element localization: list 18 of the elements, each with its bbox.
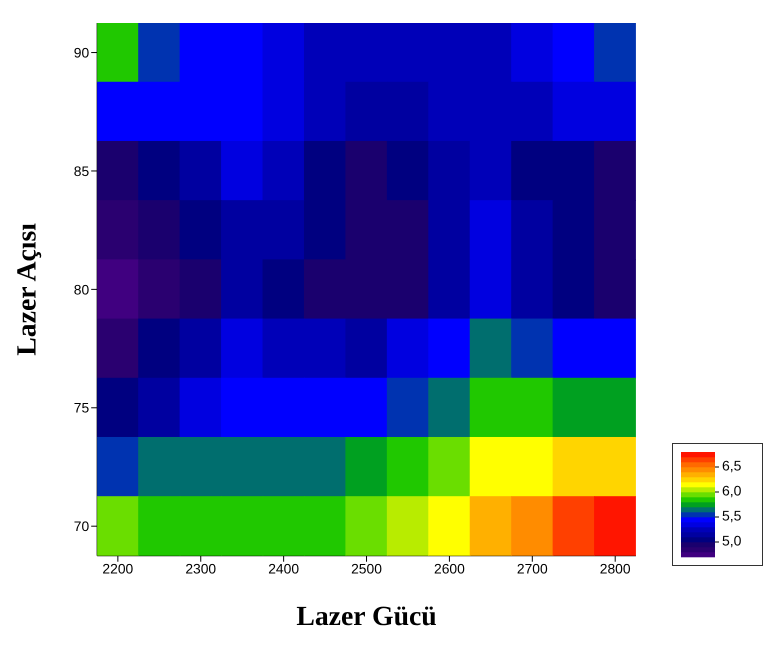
color-bar-label: 5,0 [722, 532, 742, 549]
y-axis-title: Lazer Açısı [10, 222, 42, 356]
x-tick-label: 2200 [102, 560, 134, 577]
x-tick-label: 2500 [351, 560, 382, 577]
y-tick-label: 85 [74, 162, 90, 179]
x-axis-title: Lazer Gücü [296, 600, 437, 632]
x-tick-label: 2800 [600, 560, 631, 577]
x-tick-label: 2600 [434, 560, 466, 577]
y-tick-label: 80 [74, 281, 90, 298]
x-tick-label: 2300 [185, 560, 216, 577]
y-tick-label: 70 [74, 518, 90, 534]
x-tick-label: 2400 [268, 560, 300, 577]
color-bar-label: 5,5 [722, 508, 742, 524]
color-bar-label: 6,0 [722, 482, 742, 499]
y-tick-label: 75 [74, 400, 90, 416]
x-tick-label: 2700 [516, 560, 548, 577]
y-tick-label: 90 [74, 44, 90, 60]
color-bar-label: 6,5 [722, 458, 742, 474]
